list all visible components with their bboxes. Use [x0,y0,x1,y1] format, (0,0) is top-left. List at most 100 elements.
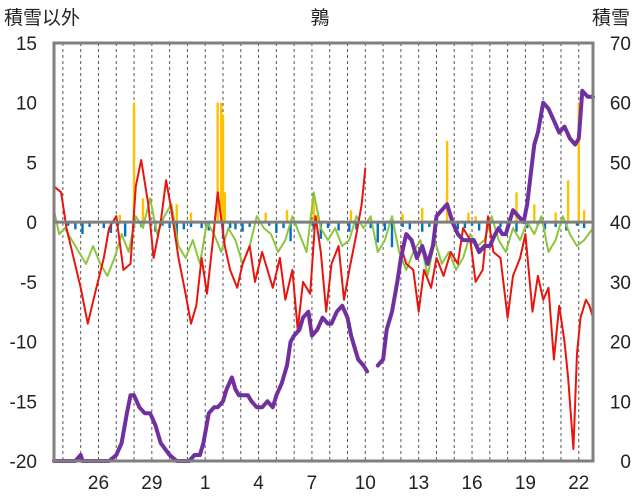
precip-bar [74,222,77,230]
snowfall-bar [132,102,136,223]
x-tick-label: 29 [141,473,162,494]
x-tick-label: 10 [355,473,376,494]
precip-bar [102,222,106,229]
x-tick-label: 16 [461,473,482,494]
precip-bar [88,222,91,227]
snowfall-bar [533,204,536,223]
precip-bar [477,222,481,231]
snowfall-bar [189,212,193,223]
x-tick-label: 7 [307,473,318,494]
temp_min-line [53,191,594,277]
precip-bar [289,222,292,242]
right-tick-label: 50 [610,153,631,174]
snowfall-bar [349,210,353,223]
precip-bar [81,222,84,235]
snowfall-bar [474,216,477,223]
x-tick-label: 19 [515,473,536,494]
precip-bar [401,222,404,227]
precip-bar [248,222,251,227]
precip-bar [282,222,285,229]
precip-bar [376,222,379,243]
snowfall-bar [445,140,449,223]
snowfall-bar [220,102,223,223]
snowfall-bar [264,212,267,223]
precip-bar [182,222,186,230]
snowfall-bar [515,192,518,223]
snowfall-bar [175,204,178,223]
left-tick-label: -10 [10,333,37,354]
snow_depth-line [375,88,595,368]
precip-bar [348,222,351,232]
vertical-gridlines [62,43,580,461]
right-tick-label: 60 [610,94,631,115]
right-tick-label: 40 [610,213,631,234]
chart-title: 鶉 [310,7,329,29]
right-tick-label: 70 [610,34,631,55]
snowfall-bar [216,102,219,223]
snowfall-bar [577,102,580,223]
precip-bar [319,222,323,239]
precip-bar [241,222,244,232]
precip-bar [326,222,330,229]
precip-bar [582,222,586,229]
x-tick-label: 22 [568,473,589,494]
snowfall-bar [312,198,315,223]
snowfall-bar [221,114,225,223]
temp_max-line [399,215,594,451]
left-tick-label: -20 [10,452,37,473]
precip-bar [575,222,579,226]
precip-bar [67,222,70,226]
left-tick-label: 5 [26,153,37,174]
left-axis-label: 積雪以外 [4,7,80,29]
snowfall-bar [401,213,404,223]
line-series [52,88,595,463]
precip-bar [390,222,394,248]
right-tick-label: 0 [620,452,631,473]
precip-bar [312,222,315,230]
snowfall-bar [285,210,289,223]
precip-bar [515,222,518,232]
precip-bar [499,222,502,227]
precip-bar [355,222,358,230]
precip-bar [543,222,547,230]
precip-bar [228,222,232,229]
snowfall-bar [421,207,424,223]
snowfall-bar [554,212,557,223]
precip-bar [189,222,193,227]
precip-bar [554,222,557,227]
precip-bar [268,222,271,226]
snowfall-bar [582,210,586,223]
precip-bar [463,222,467,229]
temp_max-line [53,159,367,331]
precip-bar [337,222,340,231]
precip-bar [234,222,237,230]
precip-bar [428,222,431,227]
left-tick-label: -5 [20,273,37,294]
right-tick-label: 30 [610,273,631,294]
left-tick-label: 0 [26,213,37,234]
precip-bar [470,222,474,226]
snowfall-bar [566,180,570,223]
snowfall-bar [316,214,319,223]
x-tick-label: 26 [88,473,109,494]
precip-bar [275,222,278,233]
x-tick-label: 4 [253,473,264,494]
precip-bar [123,222,127,237]
right-tick-label: 20 [610,333,631,354]
precip-bar [421,222,424,232]
precip-bar [525,222,529,229]
precip-bar [383,222,387,231]
right-tick-label: 10 [610,392,631,413]
right-axis-label: 積雪 [592,7,630,29]
precip-bar [408,222,411,230]
snowfall-bar [141,198,145,223]
plot-frame [52,41,595,463]
snowfall-bar [118,214,122,223]
left-tick-label: 10 [16,94,37,115]
precip-bar [456,222,460,230]
precip-bar [109,222,113,233]
precip-bar [369,222,372,229]
x-tick-label: 13 [408,473,429,494]
